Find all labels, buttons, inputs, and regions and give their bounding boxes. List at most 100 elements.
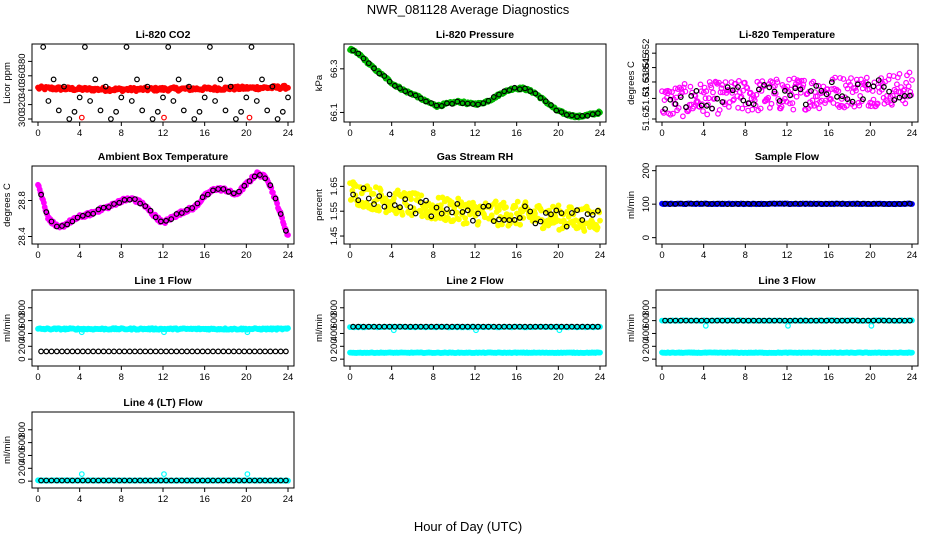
data-point	[355, 50, 362, 57]
data-point	[772, 83, 778, 89]
x-tick-label: 12	[782, 372, 793, 383]
data-point	[865, 81, 872, 88]
data-point	[43, 477, 50, 484]
data-point	[244, 329, 251, 336]
data-point	[433, 204, 440, 211]
data-point	[38, 191, 44, 198]
data-point	[87, 98, 93, 104]
y-tick-label: 340	[17, 82, 28, 98]
data-point	[277, 348, 284, 355]
data-point	[516, 323, 523, 330]
x-tick-label: 12	[470, 372, 481, 383]
data-point	[121, 196, 128, 203]
data-point	[230, 348, 237, 355]
data-point	[688, 200, 695, 207]
data-point	[92, 76, 99, 83]
x-tick-label: 16	[199, 250, 210, 261]
data-point	[553, 107, 560, 114]
data-point	[274, 116, 281, 122]
data-point	[485, 202, 492, 209]
data-point	[225, 348, 232, 355]
data-point	[246, 178, 253, 185]
x-tick-label: 4	[77, 250, 82, 261]
data-point	[595, 110, 601, 117]
data-point	[154, 108, 161, 115]
data-point	[849, 98, 856, 105]
data-point	[708, 84, 715, 91]
data-point	[766, 84, 773, 91]
data-point	[822, 100, 828, 106]
data-point	[909, 349, 915, 356]
data-point	[184, 206, 190, 213]
data-point	[749, 106, 756, 113]
data-point	[485, 97, 492, 104]
data-point	[823, 200, 830, 207]
x-tick-label: 8	[119, 250, 124, 261]
data-point	[750, 101, 757, 107]
data-point	[238, 108, 245, 115]
data-point	[553, 207, 560, 214]
data-point	[711, 95, 718, 102]
data-point	[839, 200, 846, 207]
data-point	[360, 55, 367, 62]
data-point	[381, 203, 388, 210]
data-point	[257, 172, 263, 178]
data-point	[724, 317, 731, 324]
y-tick-label: 800	[329, 300, 340, 316]
data-point	[90, 477, 97, 484]
data-point	[667, 201, 674, 207]
panel-title: Sample Flow	[755, 151, 820, 163]
data-point	[516, 86, 523, 93]
data-point	[863, 74, 870, 81]
data-point	[283, 348, 289, 355]
data-point	[95, 348, 102, 355]
y-tick-label: 66.3	[329, 60, 340, 79]
x-tick-label: 16	[511, 250, 522, 261]
data-point	[563, 111, 570, 118]
data-points	[347, 323, 603, 356]
data-point	[418, 192, 425, 199]
data-point	[589, 111, 596, 118]
y-tick-label: 200	[329, 338, 340, 354]
data-point	[870, 317, 877, 324]
data-point	[884, 99, 891, 105]
data-point	[786, 76, 792, 83]
data-point	[160, 94, 166, 101]
x-tick-label: 0	[35, 372, 40, 383]
data-point	[844, 96, 851, 102]
data-point	[95, 206, 102, 213]
data-point	[76, 94, 83, 101]
data-point	[555, 202, 562, 209]
data-point	[152, 214, 159, 221]
data-point	[206, 44, 213, 50]
y-tick-label: 1.55	[329, 202, 340, 221]
data-point	[408, 196, 414, 203]
panel-title: Ambient Box Temperature	[98, 151, 229, 163]
data-point	[875, 200, 882, 207]
data-point	[272, 348, 279, 355]
data-point	[894, 81, 900, 88]
data-point	[745, 100, 752, 107]
data-point	[157, 218, 164, 225]
data-point	[849, 201, 856, 207]
data-point	[147, 207, 154, 214]
y-tick-label: 400	[641, 326, 652, 342]
x-tick-label: 8	[119, 128, 124, 139]
data-point	[527, 208, 534, 215]
data-point	[823, 317, 830, 324]
data-point	[669, 89, 675, 95]
data-point	[687, 83, 694, 90]
data-point	[210, 187, 216, 194]
y-tick-label: 800	[17, 300, 28, 316]
data-point	[244, 471, 251, 478]
data-point	[698, 200, 705, 207]
data-point	[490, 218, 497, 225]
data-point	[719, 81, 726, 88]
data-point	[823, 91, 830, 98]
data-point	[253, 98, 260, 104]
y-tick-label: 600	[17, 313, 28, 329]
data-point	[722, 79, 729, 85]
data-point	[813, 82, 820, 89]
